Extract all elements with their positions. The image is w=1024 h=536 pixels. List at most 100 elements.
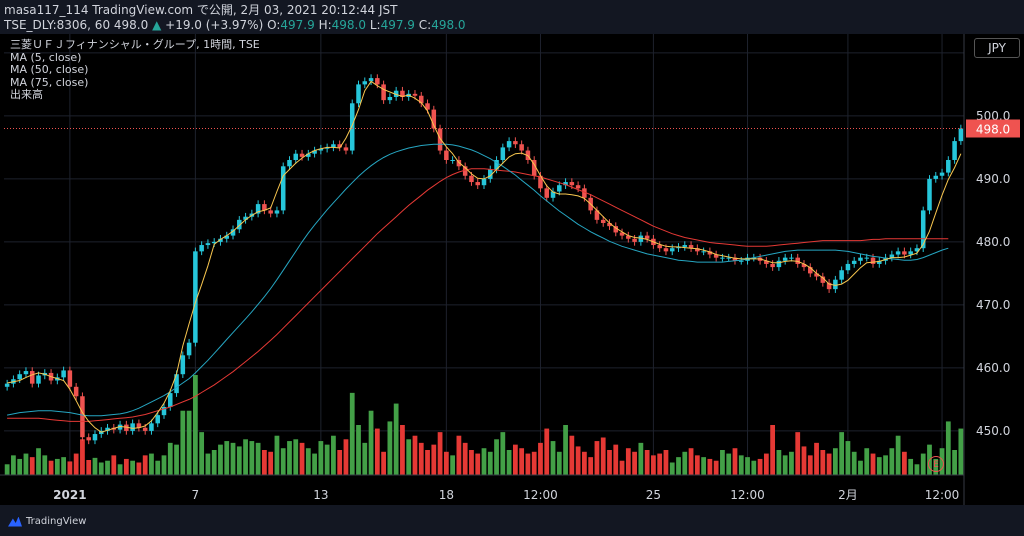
volume-bar [902, 451, 907, 475]
volume-bar [481, 448, 487, 475]
change-arrow-icon: ▲ [152, 18, 162, 32]
ma50-line [7, 143, 949, 417]
candle-body [237, 219, 242, 230]
candle-body [418, 95, 424, 104]
volume-bar [312, 453, 317, 475]
legend-volume[interactable]: 出来高 [10, 88, 43, 101]
candle-body [607, 223, 612, 227]
footer-bar [0, 505, 1024, 536]
volume-bar [883, 455, 888, 475]
volume-bar [556, 451, 562, 475]
candle-body [243, 216, 248, 220]
volume-bar [305, 448, 311, 475]
legend-ma5[interactable]: MA (5, close) [10, 50, 82, 64]
candle-body [180, 355, 186, 375]
symbol-price: TSE_DLY:8306, 60 498.0 [4, 18, 149, 32]
volume-bar [4, 464, 10, 475]
candle-body [469, 175, 474, 183]
candle-body [669, 248, 675, 252]
volume-bar [17, 458, 23, 475]
price-chart[interactable]: 450.0460.0470.0480.0490.0500.0510.020217… [0, 34, 1024, 505]
volume-bar [67, 461, 73, 475]
volume-bar [400, 425, 405, 475]
volume-bar [745, 457, 750, 475]
publish-info: masa117_114 TradingView.com で公開, 2月 03, … [4, 3, 398, 17]
volume-bar [218, 444, 223, 475]
y-tick-label: 460.0 [976, 361, 1010, 375]
volume-bar [80, 439, 85, 475]
candle-body [224, 235, 230, 239]
volume-bar [582, 451, 587, 475]
candle-body [456, 160, 462, 167]
volume-bar [876, 457, 882, 475]
volume-bar [211, 450, 217, 475]
candle-body [946, 160, 951, 173]
x-tick-label: 7 [192, 488, 200, 502]
candle-body [136, 423, 142, 428]
candle-body [632, 238, 637, 242]
candle-body [337, 144, 342, 148]
volume-bar [437, 432, 443, 475]
volume-bar [858, 460, 863, 475]
x-tick-label: 13 [313, 488, 328, 502]
candle-body [513, 141, 518, 145]
y-tick-label: 490.0 [976, 172, 1010, 186]
volume-bar [54, 458, 60, 475]
volume-bar [268, 451, 274, 475]
volume-bar [713, 460, 719, 475]
legend-ma75[interactable]: MA (75, close) [10, 75, 89, 89]
volume-bar [619, 460, 625, 475]
volume-bar [757, 458, 763, 475]
candle-body [218, 238, 223, 242]
candle-body [770, 263, 775, 268]
volume-bar [845, 441, 851, 475]
volume-bar [337, 450, 343, 475]
volume-bar [406, 439, 412, 475]
volume-bar [895, 435, 901, 475]
volume-bar [839, 432, 845, 475]
volume-bar [29, 457, 35, 475]
candle-body [663, 248, 669, 252]
volume-bar [243, 439, 248, 475]
volume-bar [331, 435, 336, 475]
legend-ma50[interactable]: MA (50, close) [10, 63, 89, 76]
candle-body [801, 263, 807, 268]
candle-body [400, 90, 405, 97]
volume-bar [889, 448, 895, 475]
candle-body [155, 415, 160, 424]
ma5-line [7, 80, 962, 433]
earnings-icon[interactable]: E [928, 456, 944, 472]
candle-body [557, 185, 562, 192]
candle-body [306, 153, 311, 157]
volume-bar [776, 450, 782, 475]
volume-bar [418, 442, 424, 475]
candle-body [920, 210, 926, 249]
y-tick-label: 500.0 [976, 109, 1010, 123]
candle-body [362, 81, 368, 85]
price-change: +19.0 (+3.97%) [165, 18, 264, 32]
candle-body [324, 147, 330, 149]
last-price-label: 498.0 [976, 123, 1010, 137]
volume-bar [23, 453, 29, 475]
currency-button[interactable]: JPY [974, 38, 1020, 58]
candle-body [594, 210, 600, 220]
volume-bar [575, 446, 581, 475]
volume-bar [613, 444, 619, 475]
volume-bar [506, 450, 512, 475]
volume-bar [688, 448, 694, 475]
candle-body [462, 166, 468, 176]
legend-title: 三菱ＵＦＪフィナンシャル・グループ, 1時間, TSE [10, 38, 260, 51]
volume-bar [192, 375, 198, 475]
candle-body [851, 260, 857, 264]
candle-body [393, 90, 399, 97]
volume-bar [368, 410, 374, 475]
tradingview-logo[interactable]: TradingView [8, 516, 86, 527]
volume-bar [136, 462, 142, 475]
candle-body [4, 383, 10, 387]
volume-bar [475, 453, 481, 475]
candle-body [280, 166, 286, 211]
volume-bar [205, 453, 211, 475]
volume-bar [958, 428, 964, 475]
candle-body [776, 260, 782, 268]
close-value: 498.0 [431, 18, 466, 32]
